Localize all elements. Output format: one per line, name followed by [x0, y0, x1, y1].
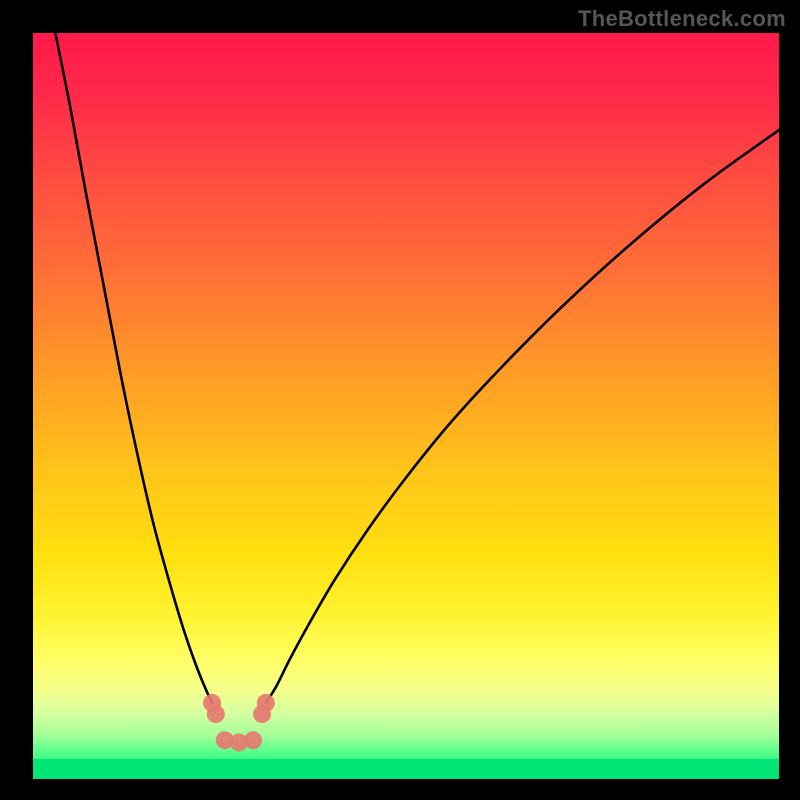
green-safe-band — [33, 759, 779, 779]
marker-dot — [253, 705, 271, 723]
marker-dot — [207, 705, 225, 723]
watermark: TheBottleneck.com — [578, 6, 786, 32]
curves-layer — [33, 33, 779, 779]
plot-area — [33, 33, 779, 779]
marker-dot — [244, 731, 262, 749]
chart-frame: TheBottleneck.com — [0, 0, 800, 800]
right-curve — [266, 130, 779, 703]
left-curve — [55, 33, 212, 703]
marker-cluster — [203, 694, 275, 752]
